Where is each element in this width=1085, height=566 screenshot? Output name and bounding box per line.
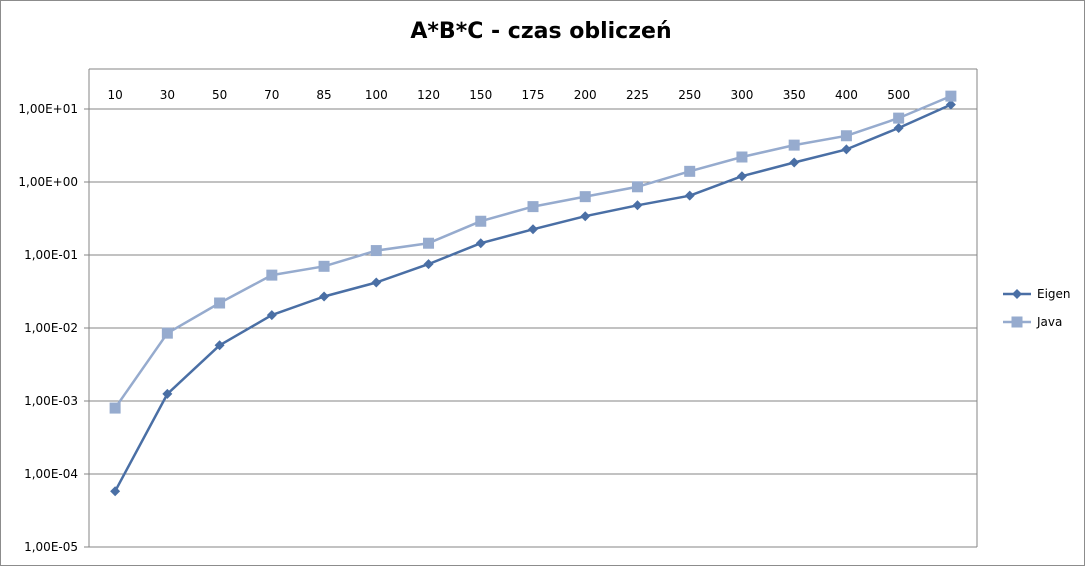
- data-point-java: [214, 297, 226, 309]
- data-point-java: [370, 245, 382, 257]
- x-tick-label: 30: [160, 88, 175, 102]
- x-tick-label: 175: [522, 88, 545, 102]
- series-layer: [109, 90, 957, 497]
- data-point-eigen: [632, 200, 643, 211]
- x-tick-label: 250: [678, 88, 701, 102]
- legend-label-eigen: Eigen: [1037, 287, 1071, 301]
- data-point-eigen: [423, 259, 434, 270]
- x-tick-label: 300: [730, 88, 753, 102]
- x-tick-label: 400: [835, 88, 858, 102]
- data-point-java: [684, 165, 696, 177]
- data-point-java: [161, 327, 173, 339]
- data-point-eigen: [945, 99, 956, 110]
- x-tick-label: 85: [316, 88, 331, 102]
- x-tick-label: 70: [264, 88, 279, 102]
- y-tick-label: 1,00E-03: [24, 394, 78, 408]
- data-point-java: [945, 90, 957, 102]
- data-point-java: [266, 269, 278, 281]
- data-point-eigen: [580, 211, 591, 222]
- data-point-java: [736, 151, 748, 163]
- x-tick-label: 350: [783, 88, 806, 102]
- legend-marker-java: [1011, 316, 1023, 328]
- data-point-eigen: [528, 224, 538, 235]
- y-tick-label: 1,00E-02: [24, 321, 78, 335]
- data-point-eigen: [789, 157, 800, 168]
- legend: Eigen Java: [1003, 287, 1071, 329]
- data-point-eigen: [214, 340, 225, 351]
- x-tick-label: 225: [626, 88, 649, 102]
- data-point-eigen: [371, 277, 382, 288]
- data-point-java: [631, 181, 643, 193]
- data-point-java: [579, 191, 591, 203]
- data-point-java: [423, 237, 435, 249]
- series-line-java: [114, 94, 952, 409]
- data-point-eigen: [319, 291, 330, 302]
- y-tick-label: 1,00E-05: [24, 540, 78, 554]
- data-point-eigen: [684, 190, 695, 201]
- x-tick-label: 10: [107, 88, 122, 102]
- y-axis-tick-labels: 1,00E+01 1,00E+00 1,00E-01 1,00E-02 1,00E-03…: [18, 102, 78, 554]
- series-line-eigen: [113, 103, 952, 492]
- data-point-eigen: [110, 486, 121, 497]
- data-point-java: [109, 402, 121, 414]
- data-point-java: [475, 215, 487, 227]
- data-point-java: [788, 139, 800, 151]
- data-point-eigen: [736, 171, 747, 182]
- y-tick-label: 1,00E-04: [24, 467, 78, 481]
- data-point-eigen: [475, 238, 486, 249]
- data-point-eigen: [841, 144, 852, 155]
- y-tick-label: 1,00E+00: [18, 175, 78, 189]
- data-point-eigen: [266, 310, 277, 321]
- y-tick-label: 1,00E+01: [18, 102, 78, 116]
- legend-label-java: Java: [1036, 315, 1062, 329]
- x-tick-label: 120: [417, 88, 440, 102]
- x-tick-label: 200: [574, 88, 597, 102]
- y-tick-label: 1,00E-01: [24, 248, 78, 262]
- data-point-java: [527, 201, 539, 213]
- x-tick-label: 50: [212, 88, 227, 102]
- data-point-java: [840, 130, 852, 142]
- x-tick-label: 500: [887, 88, 910, 102]
- x-axis-tick-labels: 10 30 50 70 85 100 120 150 175 200 225 250 300 350 400…: [107, 88, 910, 102]
- data-point-eigen: [893, 122, 904, 133]
- data-point-java: [318, 260, 330, 272]
- chart-title: A*B*C - czas obliczeń: [410, 19, 671, 44]
- x-tick-label: 150: [469, 88, 492, 102]
- data-point-eigen: [162, 388, 173, 399]
- data-point-java: [893, 112, 905, 124]
- legend-marker-eigen: [1012, 289, 1022, 299]
- x-tick-label: 100: [365, 88, 388, 102]
